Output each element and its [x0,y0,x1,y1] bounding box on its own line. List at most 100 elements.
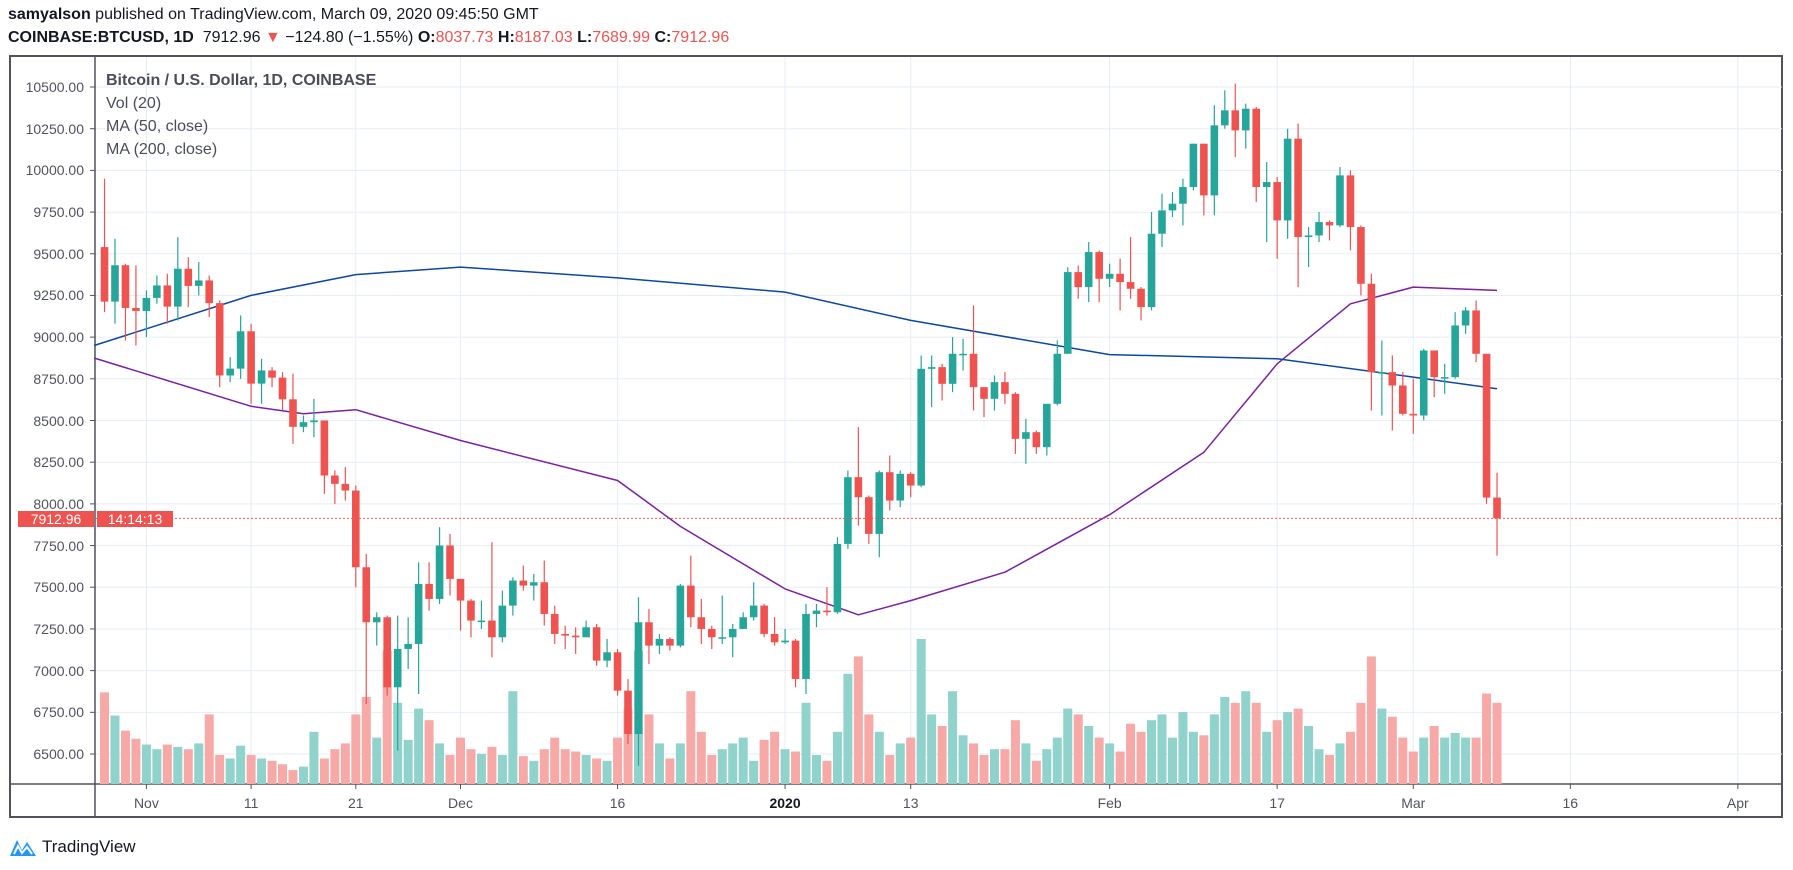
legend-ma200[interactable]: MA (200, close) [106,141,218,158]
low-value: 7689.99 [592,29,651,46]
volume-bar [173,746,183,784]
volume-bar [1230,702,1240,784]
candle-down [865,497,873,534]
volume-bar [141,744,151,784]
time-tick-label: Mar [1401,795,1426,811]
candle-up [1315,222,1323,236]
volume-bar [246,755,256,784]
symbol: COINBASE:BTCUSD, 1D [8,29,194,46]
volume-bar [560,749,570,784]
candle-down [1126,282,1135,289]
candle-down [383,617,392,688]
candle-down [1095,252,1103,279]
candle-down [163,285,172,307]
volume-bar [665,758,675,784]
volume-bar [1188,731,1198,784]
legend-volume[interactable]: Vol (20) [106,95,162,112]
volume-bar [1345,731,1355,784]
volume-bar [864,714,874,784]
candle-down [550,613,559,634]
volume-bar [895,743,905,784]
volume-bar [278,764,288,784]
candle-down [341,483,350,491]
volume-bar [1408,751,1418,784]
volume-bar [351,714,361,784]
candle-up [414,583,423,644]
volume-bar [183,749,193,784]
volume-bar [1063,708,1073,784]
candle-down [969,353,978,388]
time-tick-label: Feb [1097,795,1122,811]
candle-down [906,473,915,486]
time-tick-label: 21 [348,795,364,811]
candle-down [132,307,140,311]
volume-bar [1398,737,1408,784]
candle-up [959,353,967,356]
last-price: 7912.96 [202,29,261,46]
candle-down [592,627,601,661]
candle-down [352,490,360,568]
candle-down [1430,350,1439,378]
volume-bar [592,758,602,784]
candle-down [1325,222,1334,226]
open-label: O: [417,29,436,46]
candle-up [1043,403,1051,448]
price-tick-label: 6750.00 [33,704,84,721]
volume-bar [1178,712,1188,784]
candle-down [1032,432,1041,448]
candle-up [749,605,758,618]
volume-bar [1251,702,1261,784]
candle-up [875,472,884,534]
volume-bar [832,731,842,784]
volume-bar [1461,737,1471,784]
volume-bar [110,715,120,784]
volume-bar [1052,737,1062,784]
candle-down [467,600,475,621]
volume-bar [749,760,759,784]
candle-down [540,582,549,614]
volume-bar [948,691,958,784]
volume-bar [487,746,497,784]
volume-bar [644,714,654,784]
volume-bar [1157,714,1167,784]
candle-down [666,638,674,646]
high-value: 8187.03 [514,29,573,46]
price-tick-label: 8500.00 [33,412,84,429]
candle-down [1200,143,1208,196]
volume-bar [539,749,549,784]
tradingview-logo-text: TradingView [42,837,136,856]
candle-down [446,545,454,579]
legend-ma50[interactable]: MA (50, close) [106,118,209,135]
volume-bar [497,755,507,784]
volume-bar [162,744,172,784]
candle-up [477,620,486,623]
volume-bar [1042,749,1052,784]
volume-bar [696,731,706,784]
volume-bar [1471,737,1481,784]
candle-down [331,475,339,484]
candle-up [226,368,234,376]
candle-up [1440,377,1449,379]
volume-bar [1199,735,1209,784]
price-tick-label: 7500.00 [33,579,84,596]
price-tick-label: 9500.00 [33,245,84,262]
candle-down [362,567,371,623]
volume-bar [330,749,340,784]
time-tick-label: Apr [1726,795,1749,811]
volume-bar [298,766,308,784]
candle-up [1461,310,1470,326]
candle-down [519,580,528,586]
price-tick-label: 7000.00 [33,662,84,679]
time-tick-label: Dec [448,795,473,811]
candle-down [980,387,988,399]
volume-bar [937,726,947,784]
volume-bar [1272,720,1282,784]
tradingview-logo[interactable]: TradingView [8,836,136,858]
candle-up [1063,272,1072,354]
volume-bar [916,639,926,784]
volume-bar [1429,726,1439,784]
author[interactable]: samyalson [8,6,91,23]
low-label: L: [577,29,593,46]
volume-bar [654,743,664,784]
